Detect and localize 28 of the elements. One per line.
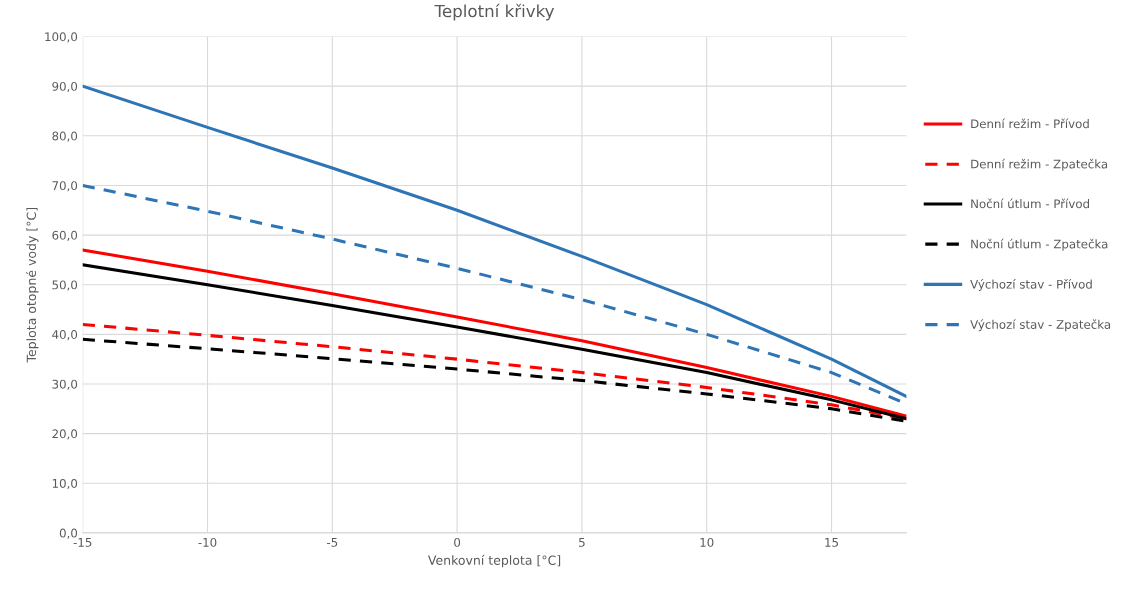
line-series [82,84,907,398]
y-tick-label: 100,0 [45,32,78,43]
y-tick-label: 70,0 [52,181,78,192]
x-tick-label: 0 [454,537,461,547]
legend-label: Denní režim - Přívod [971,118,1089,129]
x-tick-label: -10 [198,537,217,547]
x-tick-label: -15 [73,538,92,547]
y-axis-title: Teplota otopné vody [°C] [25,207,39,363]
x-tick-label: -5 [327,538,338,547]
legend-label: Denní režim - Zpatečka [971,158,1108,171]
legend-label: Výchozí stav - Zpatečka [970,319,1111,332]
y-tick-label: 0,0 [59,528,78,539]
y-tick-label: 80,0 [52,131,78,142]
legend-label: Noční útlum - Zpatečka [971,238,1108,251]
y-tick-label: 90,0 [52,81,78,93]
legend-label: Výchozí stav - Přívod [970,279,1092,291]
legend-label: Noční útlum - Přívod [971,198,1089,209]
x-axis-title: Venkovní teplota [°C] [428,554,561,568]
x-tick-label: 10 [700,537,714,547]
y-tick-label: 60,0 [52,230,78,241]
y-tick-label: 40,0 [52,330,78,341]
x-tick-label: 5 [579,538,585,547]
y-tick-label: 10,0 [52,478,78,490]
y-tick-label: 30,0 [52,379,78,390]
chart-title: Teplotní křivky [434,3,555,21]
y-tick-label: 20,0 [52,429,78,440]
x-tick-label: 15 [825,538,838,547]
y-tick-label: 50,0 [52,280,78,291]
